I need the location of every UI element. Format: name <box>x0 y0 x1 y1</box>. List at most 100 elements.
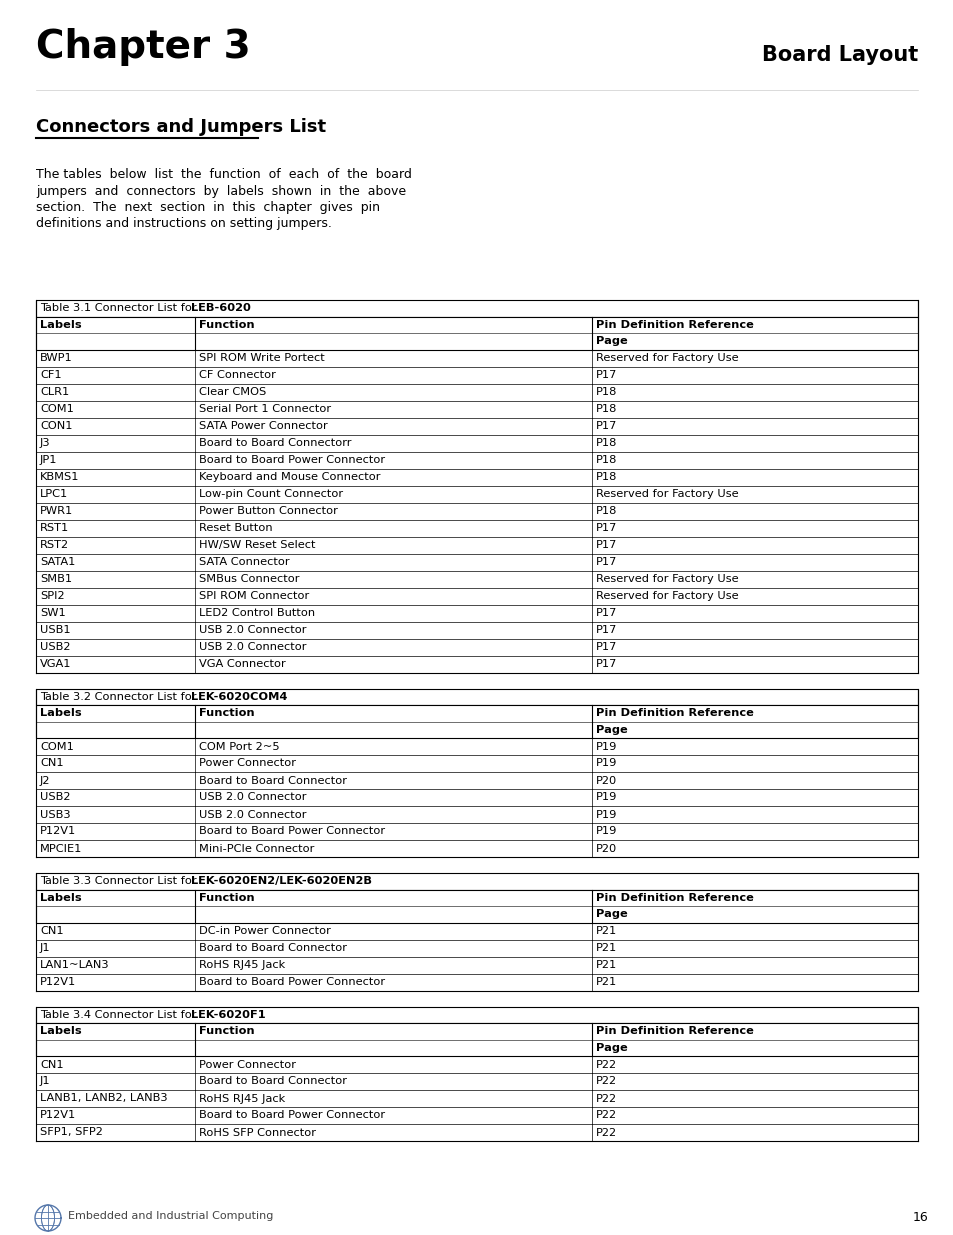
Text: SATA Connector: SATA Connector <box>198 557 289 567</box>
Text: P19: P19 <box>595 809 617 820</box>
Text: CN1: CN1 <box>40 1060 64 1070</box>
Bar <box>36 688 917 705</box>
Text: Board to Board Power Connector: Board to Board Power Connector <box>198 977 384 987</box>
Text: Reserved for Factory Use: Reserved for Factory Use <box>595 574 738 584</box>
Text: P17: P17 <box>595 370 617 380</box>
Text: P18: P18 <box>595 387 617 396</box>
Text: Labels: Labels <box>40 893 82 903</box>
Text: Page: Page <box>595 725 627 735</box>
Text: Board Layout: Board Layout <box>760 44 917 65</box>
Text: Function: Function <box>198 708 254 719</box>
Text: COM Port 2~5: COM Port 2~5 <box>198 741 279 752</box>
Text: Clear CMOS: Clear CMOS <box>198 387 266 396</box>
Text: LANB1, LANB2, LANB3: LANB1, LANB2, LANB3 <box>40 1093 168 1104</box>
Text: P17: P17 <box>595 642 617 652</box>
Text: Board to Board Connector: Board to Board Connector <box>198 944 346 953</box>
Text: RoHS RJ45 Jack: RoHS RJ45 Jack <box>198 1093 285 1104</box>
Bar <box>36 316 917 350</box>
Text: RST2: RST2 <box>40 540 69 550</box>
Bar <box>36 1007 917 1023</box>
Text: jumpers  and  connectors  by  labels  shown  in  the  above: jumpers and connectors by labels shown i… <box>36 184 406 198</box>
Text: Mini-PCIe Connector: Mini-PCIe Connector <box>198 844 314 853</box>
Bar <box>36 889 917 923</box>
Text: Power Button Connector: Power Button Connector <box>198 506 337 516</box>
Text: P17: P17 <box>595 421 617 431</box>
Text: COM1: COM1 <box>40 741 73 752</box>
Text: LEB-6020: LEB-6020 <box>191 304 251 314</box>
Text: USB2: USB2 <box>40 642 71 652</box>
Text: LEK-6020EN2/LEK-6020EN2B: LEK-6020EN2/LEK-6020EN2B <box>191 877 372 887</box>
Text: Pin Definition Reference: Pin Definition Reference <box>595 708 753 719</box>
Text: Table 3.4 Connector List for: Table 3.4 Connector List for <box>40 1010 200 1020</box>
Text: BWP1: BWP1 <box>40 353 72 363</box>
Text: P17: P17 <box>595 557 617 567</box>
Text: SFP1, SFP2: SFP1, SFP2 <box>40 1128 103 1137</box>
Text: KBMS1: KBMS1 <box>40 472 79 482</box>
Text: definitions and instructions on setting jumpers.: definitions and instructions on setting … <box>36 217 332 231</box>
Text: The tables  below  list  the  function  of  each  of  the  board: The tables below list the function of ea… <box>36 168 412 182</box>
Text: Chapter 3: Chapter 3 <box>36 28 251 65</box>
Text: Power Connector: Power Connector <box>198 1060 295 1070</box>
Text: VGA Connector: VGA Connector <box>198 659 285 669</box>
Text: RoHS RJ45 Jack: RoHS RJ45 Jack <box>198 960 285 969</box>
Text: Page: Page <box>595 336 627 346</box>
Text: P19: P19 <box>595 741 617 752</box>
Text: PWR1: PWR1 <box>40 506 73 516</box>
Text: Function: Function <box>198 893 254 903</box>
Text: USB3: USB3 <box>40 809 71 820</box>
Text: J1: J1 <box>40 1077 51 1087</box>
Text: Reserved for Factory Use: Reserved for Factory Use <box>595 353 738 363</box>
Text: P21: P21 <box>595 960 617 969</box>
Text: LEK-6020COM4: LEK-6020COM4 <box>191 692 287 701</box>
Text: P19: P19 <box>595 826 617 836</box>
Text: LAN1~LAN3: LAN1~LAN3 <box>40 960 110 969</box>
Text: P19: P19 <box>595 793 617 803</box>
Text: P17: P17 <box>595 608 617 618</box>
Text: USB 2.0 Connector: USB 2.0 Connector <box>198 809 306 820</box>
Text: SATA1: SATA1 <box>40 557 75 567</box>
Text: P22: P22 <box>595 1110 617 1120</box>
Text: P22: P22 <box>595 1128 617 1137</box>
Bar <box>36 705 917 739</box>
Text: Serial Port 1 Connector: Serial Port 1 Connector <box>198 404 331 414</box>
Text: P21: P21 <box>595 926 617 936</box>
Text: P17: P17 <box>595 540 617 550</box>
Text: Pin Definition Reference: Pin Definition Reference <box>595 1026 753 1036</box>
Text: LED2 Control Button: LED2 Control Button <box>198 608 314 618</box>
Text: Reserved for Factory Use: Reserved for Factory Use <box>595 489 738 499</box>
Text: P17: P17 <box>595 522 617 534</box>
Text: LPC1: LPC1 <box>40 489 69 499</box>
Text: P18: P18 <box>595 404 617 414</box>
Text: Function: Function <box>198 1026 254 1036</box>
Text: Pin Definition Reference: Pin Definition Reference <box>595 893 753 903</box>
Text: SMB1: SMB1 <box>40 574 72 584</box>
Text: P17: P17 <box>595 659 617 669</box>
Text: SATA Power Connector: SATA Power Connector <box>198 421 327 431</box>
Text: P21: P21 <box>595 944 617 953</box>
Text: P22: P22 <box>595 1060 617 1070</box>
Text: P18: P18 <box>595 472 617 482</box>
Text: Low-pin Count Connector: Low-pin Count Connector <box>198 489 342 499</box>
Text: Board to Board Power Connector: Board to Board Power Connector <box>198 826 384 836</box>
Text: SPI ROM Write Portect: SPI ROM Write Portect <box>198 353 324 363</box>
Text: CN1: CN1 <box>40 926 64 936</box>
Text: Table 3.3 Connector List for: Table 3.3 Connector List for <box>40 877 200 887</box>
Text: J3: J3 <box>40 438 51 448</box>
Text: Function: Function <box>198 320 254 330</box>
Text: USB2: USB2 <box>40 793 71 803</box>
Text: Table 3.1 Connector List for: Table 3.1 Connector List for <box>40 304 200 314</box>
Text: P20: P20 <box>595 844 617 853</box>
Text: Board to Board Power Connector: Board to Board Power Connector <box>198 454 384 466</box>
Text: Keyboard and Mouse Connector: Keyboard and Mouse Connector <box>198 472 380 482</box>
Text: Board to Board Power Connector: Board to Board Power Connector <box>198 1110 384 1120</box>
Text: VGA1: VGA1 <box>40 659 71 669</box>
Text: Page: Page <box>595 1042 627 1052</box>
Text: JP1: JP1 <box>40 454 57 466</box>
Text: P22: P22 <box>595 1093 617 1104</box>
Text: Board to Board Connector: Board to Board Connector <box>198 1077 346 1087</box>
Text: USB 2.0 Connector: USB 2.0 Connector <box>198 793 306 803</box>
Text: J2: J2 <box>40 776 51 785</box>
Text: SMBus Connector: SMBus Connector <box>198 574 299 584</box>
Text: USB 2.0 Connector: USB 2.0 Connector <box>198 625 306 635</box>
Text: RoHS SFP Connector: RoHS SFP Connector <box>198 1128 315 1137</box>
